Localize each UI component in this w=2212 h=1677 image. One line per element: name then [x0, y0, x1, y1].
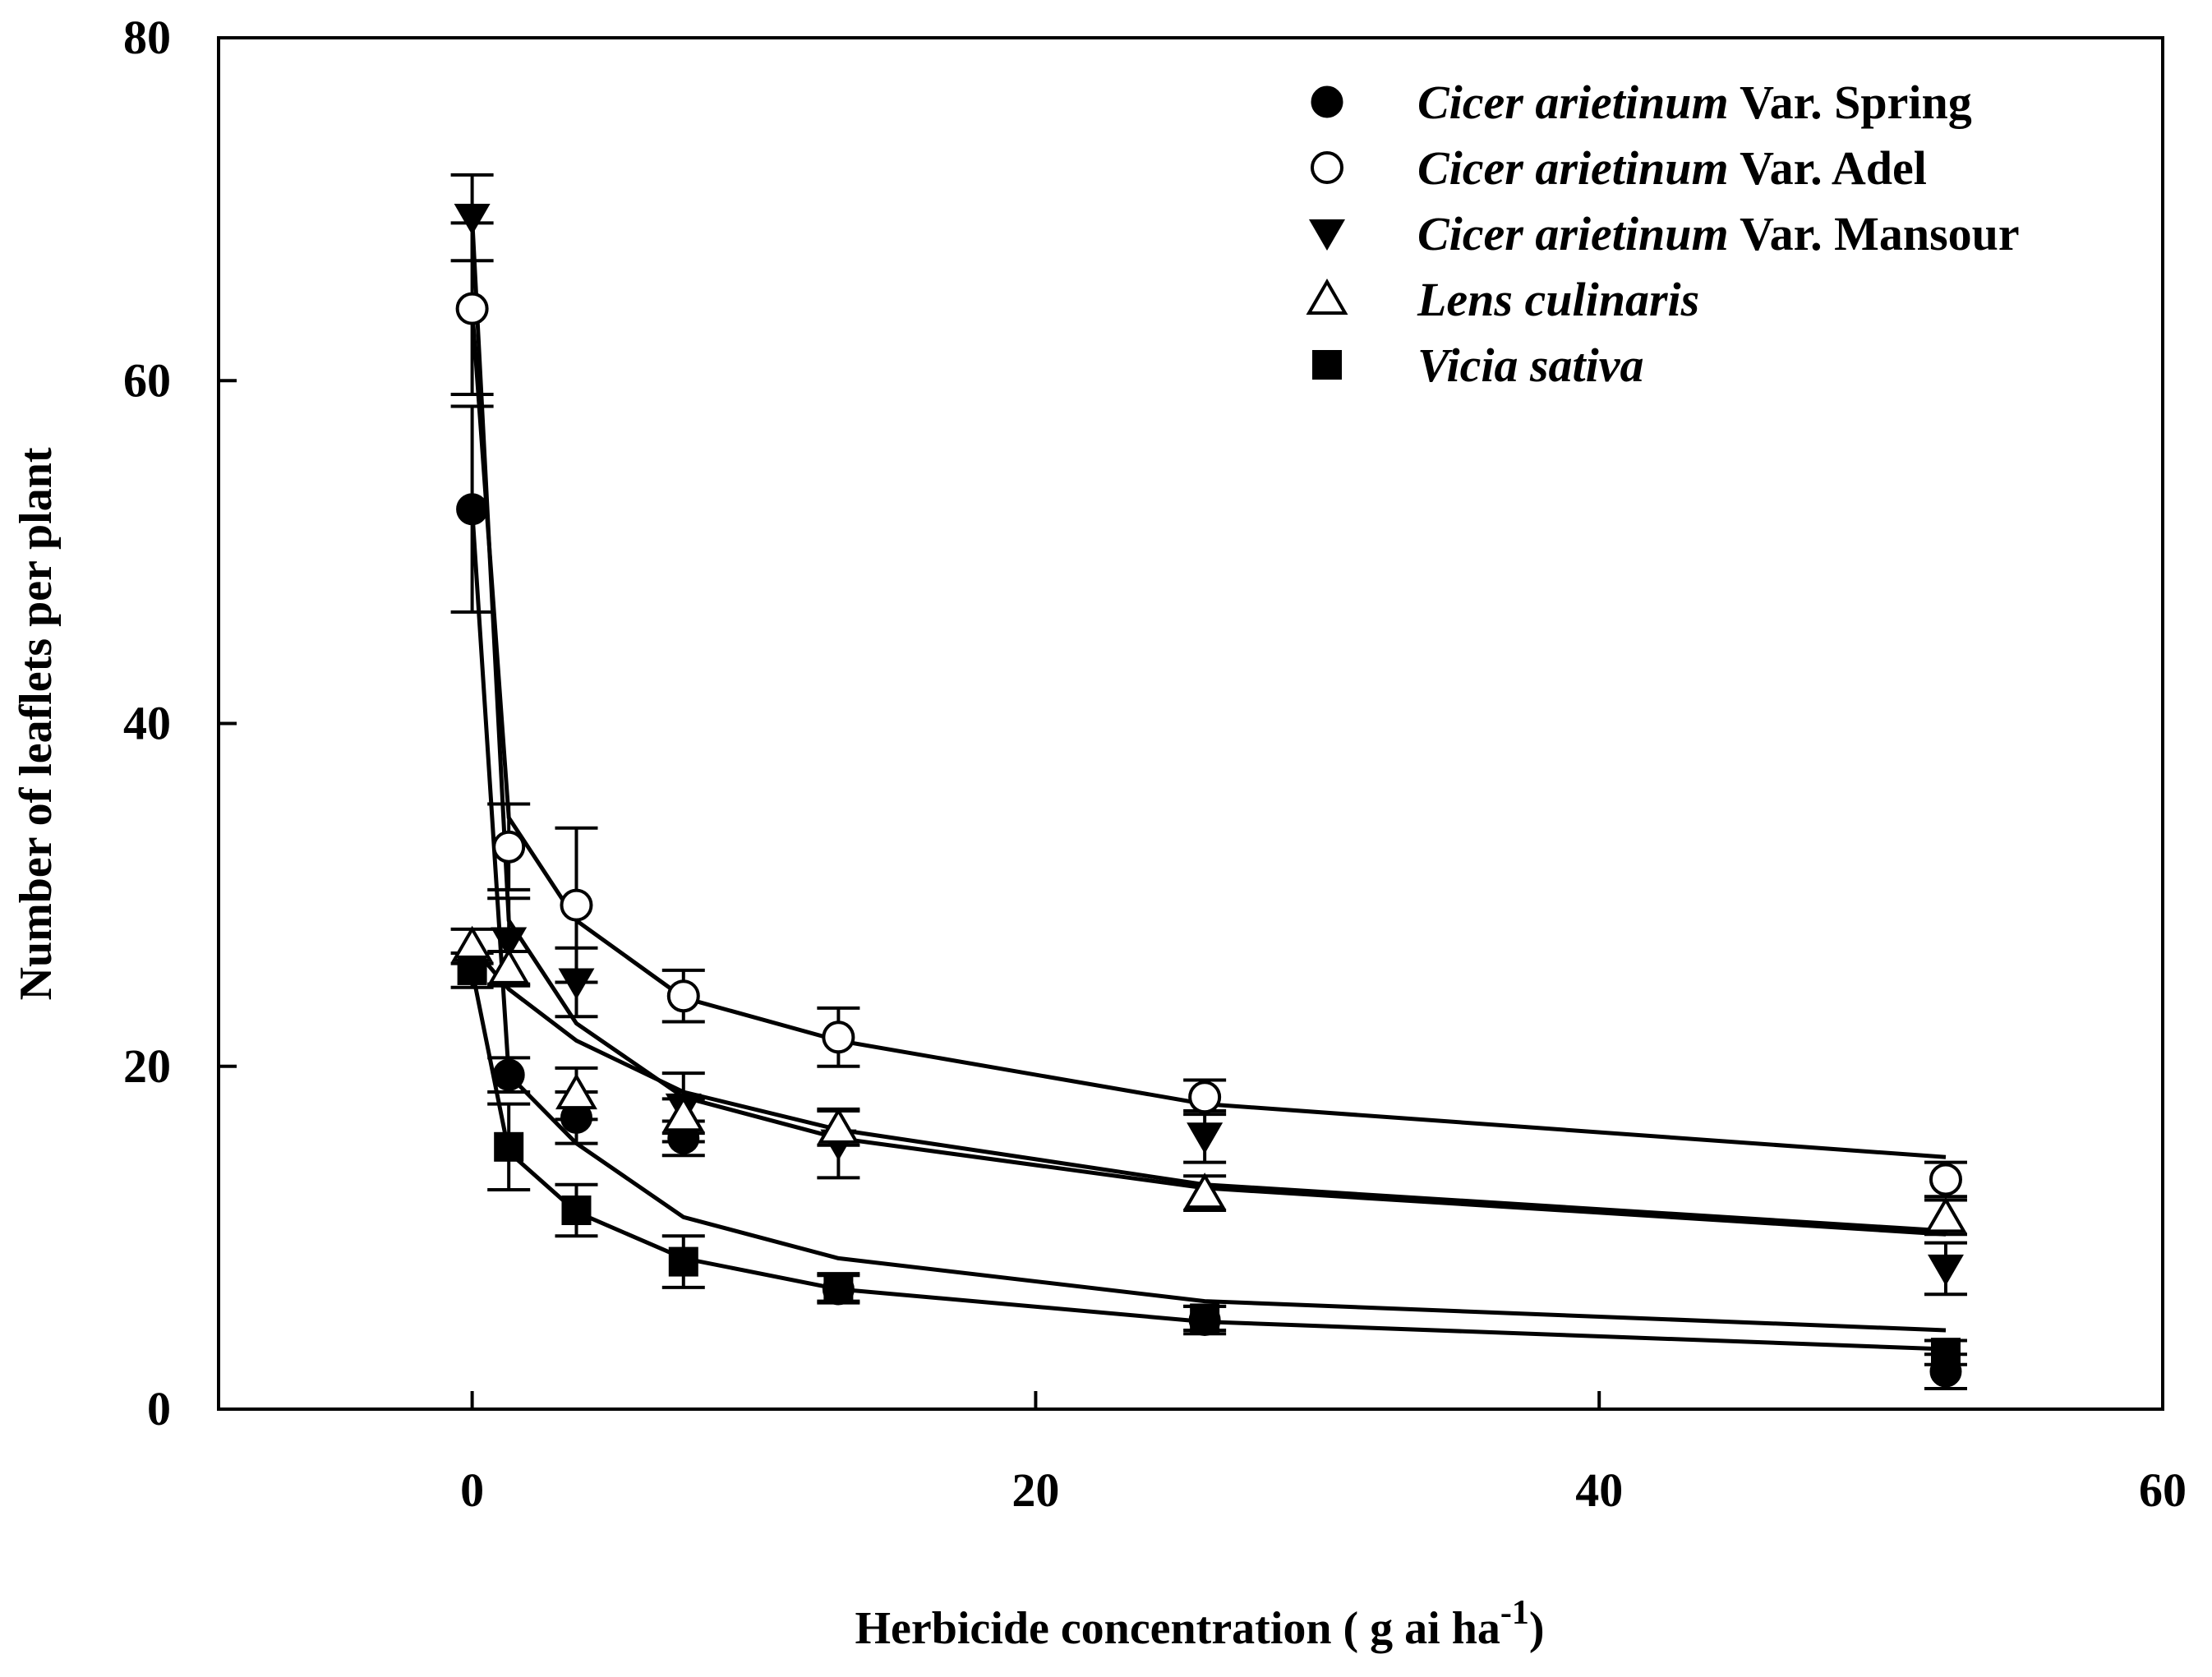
data-point	[558, 968, 595, 1000]
data-point	[457, 955, 487, 985]
data-point	[555, 1073, 597, 1110]
x-axis-title-main: Herbicide concentration ( g ai ha	[855, 1603, 1500, 1654]
legend-species-name: Cicer arietinum	[1417, 141, 1729, 195]
legend-species-name: Cicer arietinum	[1417, 76, 1729, 129]
data-point	[1190, 1303, 1220, 1334]
legend-marker	[1311, 151, 1343, 184]
data-point	[1183, 1173, 1226, 1209]
legend-label: Vicia sativa	[1417, 339, 1644, 392]
x-axis-title-superscript: -1	[1500, 1594, 1529, 1632]
x-axis-title-close: )	[1529, 1603, 1545, 1654]
x-tick-label: 20	[1012, 1463, 1059, 1517]
data-point	[492, 1058, 525, 1091]
y-tick-label: 20	[123, 1039, 171, 1093]
legend-variety: Var. Adel	[1729, 141, 1927, 195]
y-axis-title: Number of leaflets per plant	[11, 447, 62, 1000]
legend-species-name: Cicer arietinum	[1417, 207, 1729, 260]
data-point	[1930, 1338, 1961, 1368]
data-point	[1929, 1163, 1962, 1196]
legend-species-name: Lens culinaris	[1417, 273, 1699, 326]
data-point	[817, 1107, 859, 1144]
legend-variety: Var. Spring	[1729, 76, 1972, 129]
legend-marker	[1312, 350, 1342, 380]
data-point	[668, 1246, 698, 1277]
fit-curve	[470, 308, 1947, 1159]
data-point	[822, 1020, 855, 1054]
legend-label: Cicer arietinum Var. Mansour	[1417, 207, 2020, 260]
legend-marker	[1306, 279, 1348, 315]
x-tick-label: 60	[2139, 1463, 2187, 1517]
x-tick-label: 0	[460, 1463, 484, 1517]
data-point	[561, 1195, 592, 1225]
data-point	[1924, 1196, 1967, 1233]
data-point	[454, 204, 491, 236]
data-point	[560, 888, 593, 922]
y-tick-label: 40	[123, 697, 171, 750]
x-axis-title: Herbicide concentration ( g ai ha-1)	[855, 1594, 1544, 1654]
y-tick-label: 80	[123, 11, 171, 64]
legend-marker	[1309, 219, 1345, 251]
fit-curve	[470, 970, 1947, 1352]
data-point	[1927, 1254, 1964, 1286]
data-point	[1188, 1080, 1222, 1114]
data-point	[456, 493, 489, 526]
legend-label: Cicer arietinum Var. Spring	[1417, 76, 1972, 129]
legend-species-name: Vicia sativa	[1417, 339, 1644, 392]
y-tick-label: 60	[123, 353, 171, 407]
legend-label: Cicer arietinum Var. Adel	[1417, 141, 1927, 195]
data-point	[823, 1272, 854, 1302]
x-tick-label: 40	[1575, 1463, 1623, 1517]
legend-label: Lens culinaris	[1417, 273, 1699, 326]
data-point	[492, 830, 526, 864]
legend-variety: Var. Mansour	[1729, 207, 2020, 260]
data-point	[487, 947, 530, 984]
y-tick-label: 0	[147, 1382, 171, 1435]
data-point	[494, 1131, 524, 1162]
data-point	[662, 1095, 705, 1132]
data-point	[1187, 1122, 1224, 1154]
data-point	[455, 292, 489, 325]
legend-marker	[1311, 85, 1343, 118]
data-point	[666, 979, 700, 1013]
data-point	[491, 927, 528, 959]
